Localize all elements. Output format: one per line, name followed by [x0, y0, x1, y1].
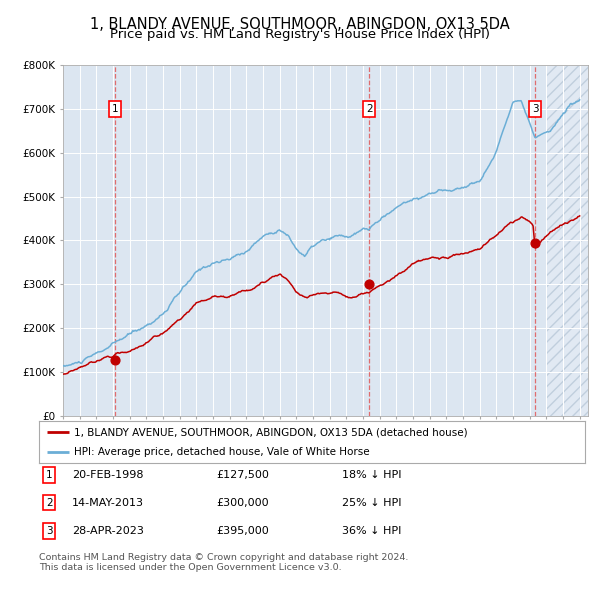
Text: HPI: Average price, detached house, Vale of White Horse: HPI: Average price, detached house, Vale…	[74, 447, 370, 457]
Text: 18% ↓ HPI: 18% ↓ HPI	[342, 470, 401, 480]
Text: 1: 1	[112, 104, 118, 114]
Text: 1: 1	[46, 470, 53, 480]
Text: This data is licensed under the Open Government Licence v3.0.: This data is licensed under the Open Gov…	[39, 563, 341, 572]
Text: 1, BLANDY AVENUE, SOUTHMOOR, ABINGDON, OX13 5DA (detached house): 1, BLANDY AVENUE, SOUTHMOOR, ABINGDON, O…	[74, 427, 468, 437]
Text: Price paid vs. HM Land Registry's House Price Index (HPI): Price paid vs. HM Land Registry's House …	[110, 28, 490, 41]
Text: 14-MAY-2013: 14-MAY-2013	[72, 498, 144, 507]
Text: 2: 2	[366, 104, 373, 114]
Text: £395,000: £395,000	[216, 526, 269, 536]
Text: 3: 3	[46, 526, 53, 536]
Point	[364, 280, 374, 289]
Text: 28-APR-2023: 28-APR-2023	[72, 526, 144, 536]
Text: 2: 2	[46, 498, 53, 507]
Text: 20-FEB-1998: 20-FEB-1998	[72, 470, 143, 480]
Text: 25% ↓ HPI: 25% ↓ HPI	[342, 498, 401, 507]
Text: Contains HM Land Registry data © Crown copyright and database right 2024.: Contains HM Land Registry data © Crown c…	[39, 553, 409, 562]
Text: 1, BLANDY AVENUE, SOUTHMOOR, ABINGDON, OX13 5DA: 1, BLANDY AVENUE, SOUTHMOOR, ABINGDON, O…	[90, 17, 510, 31]
Point	[530, 238, 540, 247]
Text: 3: 3	[532, 104, 538, 114]
Point	[110, 355, 120, 365]
Text: £300,000: £300,000	[216, 498, 269, 507]
Text: £127,500: £127,500	[216, 470, 269, 480]
Text: 36% ↓ HPI: 36% ↓ HPI	[342, 526, 401, 536]
